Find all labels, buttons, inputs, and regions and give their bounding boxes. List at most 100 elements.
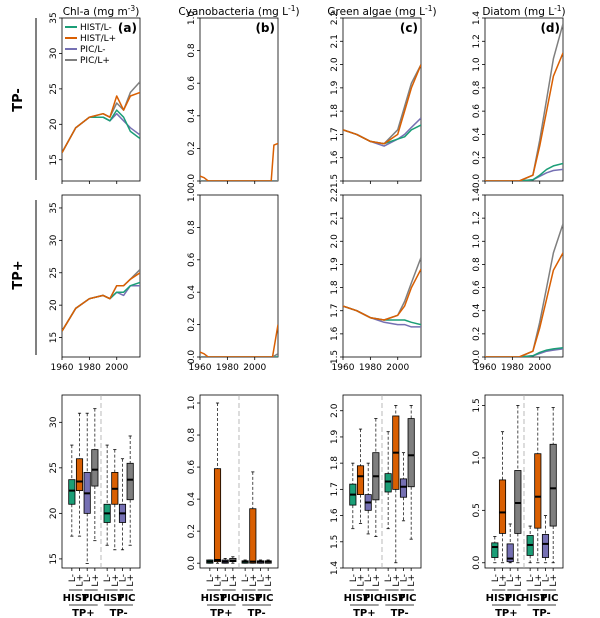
y-tick-label-c-box: 2.0 [330,403,340,418]
plot-frame [484,17,564,182]
box-iqr [534,453,542,529]
y-tick-label-d-tpminus: 0.4 [472,127,482,142]
x-tick-label-d-tpplus: 2000 [528,363,551,373]
light-label: L+ [372,574,382,587]
light-label: L- [364,574,374,582]
y-tick-label-d-tpminus: 0.6 [472,104,482,119]
panel-tag-c: (c) [400,21,418,35]
y-tick-label-a-box: 20 [49,507,59,519]
light-label: L+ [214,574,224,587]
light-label: L+ [126,574,136,587]
scenario-label: PIC [540,593,558,604]
panel-title-b: Cyanobacteria (mg L-1) [178,4,299,18]
light-label: L- [83,574,93,582]
y-tick-label-c-tpplus: 1.5 [330,350,340,364]
y-tick-label-d-tpplus: 0.8 [472,257,482,272]
box-pic-l--tpplus [506,523,514,564]
scenario-label: PIC [82,593,100,604]
box-iqr [399,478,408,498]
y-tick-label-c-tpminus: 1.5 [330,174,340,188]
box-iqr [541,534,550,558]
y-tick-label-a-tpminus: 35 [49,12,59,23]
tp-label: TP+ [353,608,376,618]
light-label: L- [118,574,128,582]
box-pic-l--tpplus [221,557,229,564]
x-tick-label-a-tpplus: 1960 [51,363,74,373]
box-iqr [498,479,507,534]
y-tick-label-b-tpminus: 0.6 [187,76,197,91]
box-hist-l--tpminus [103,444,111,546]
tp-label: TP- [533,608,551,618]
y-tick-label-a-box: 30 [49,416,59,428]
row-labels: TP- TP+ [11,88,26,289]
scenario-label: PIC [255,593,273,604]
series-line-hist-l- [485,162,563,181]
legend-label: PIC/L+ [80,56,110,66]
box-hist-l+-tpminus [249,471,257,564]
y-tick-label-b-box: 0.8 [187,428,197,443]
light-label: L+ [407,574,417,587]
box-iqr [407,418,415,488]
box-hist-l--tpminus [384,431,392,530]
x-tick-label-c-tpplus: 2000 [386,363,409,373]
box-pic-l+-tpminus [549,407,557,564]
y-tick-label-b-tpplus: 1.0 [187,188,197,203]
box-iqr [514,470,522,534]
tp-label: TP+ [72,608,95,618]
y-tick-label-b-box: 1.0 [187,396,197,411]
y-tick-label-d-tpplus: 0.4 [472,303,482,318]
y-tick-label-b-box: 0.2 [187,524,197,538]
y-tick-label-a-tpminus: 15 [49,154,59,165]
series-line-hist-l+ [200,142,278,181]
light-label: L- [399,574,409,582]
box-hist-l+-tpminus [392,405,400,564]
box-panel-b: 0.00.20.40.60.81.0L-L+L-L+ L-L+L-L+HISTPI… [187,394,279,618]
y-tick-label-d-tpminus: 1.2 [472,34,482,48]
row-label-tp-plus: TP+ [11,260,26,289]
y-tick-label-c-tpminus: 1.8 [330,104,340,119]
box-pic-l+-tpminus [264,559,272,564]
light-label: L+ [229,574,239,587]
legend-label: HIST/L+ [80,34,116,44]
box-hist-l--tpplus [206,559,214,564]
series-line-hist-l+ [62,91,140,154]
box-iqr [126,462,134,501]
y-tick-label-a-tpplus: 25 [49,267,59,278]
box-pic-l+-tpplus [91,408,99,542]
y-tick-label-b-tpminus: 0.0 [187,174,197,189]
x-tick-label-b-tpplus: 1980 [216,363,239,373]
y-tick-label-c-tpplus: 2.1 [330,211,340,225]
light-label: L+ [549,574,559,587]
legend-label: PIC/L- [80,45,106,55]
y-tick-label-d-tpplus: 1.4 [472,188,482,203]
plot-frame [342,17,422,182]
y-tick-label-d-tpplus: 0.0 [472,350,482,365]
light-label: L- [241,574,251,582]
box-pic-l--tpminus [399,452,408,522]
series-line-hist-l+ [200,324,278,357]
scenario-label: HIST [379,593,405,604]
plot-frame [61,17,141,182]
box-pic-l+-tpplus [229,556,237,564]
tp-label: TP- [391,608,409,618]
box-iqr [506,543,514,563]
light-label: L+ [534,574,544,587]
series-line-pic-l+ [485,223,563,357]
y-tick-label-c-box: 1.5 [330,535,340,549]
box-hist-l+-tpplus [75,412,84,537]
light-label: L- [221,574,231,582]
light-label: L+ [499,574,509,587]
y-tick-label-a-tpplus: 30 [49,234,59,246]
y-tick-label-d-box: 1.0 [472,450,482,465]
series-line-pic-l- [62,112,140,154]
y-tick-label-b-tpminus: 0.8 [187,43,197,58]
box-panel-c: 1.41.51.61.71.81.92.0L-L+L-L+ L-L+L-L+HIS… [330,394,422,618]
line-panel-c-tpplus: 1.5 1.6 1.7 1.8 1.9 2.0 2.1 2.2 1960 1980 2000 [330,188,422,373]
line-panel-d-tpminus: 0.0 0.2 0.4 0.6 0.8 1.0 1.2 1.4 (d) [472,11,564,188]
light-label: L+ [392,574,402,587]
box-pic-l--tpplus [83,412,91,564]
scenario-label: PIC [220,593,238,604]
light-label: L+ [357,574,367,587]
